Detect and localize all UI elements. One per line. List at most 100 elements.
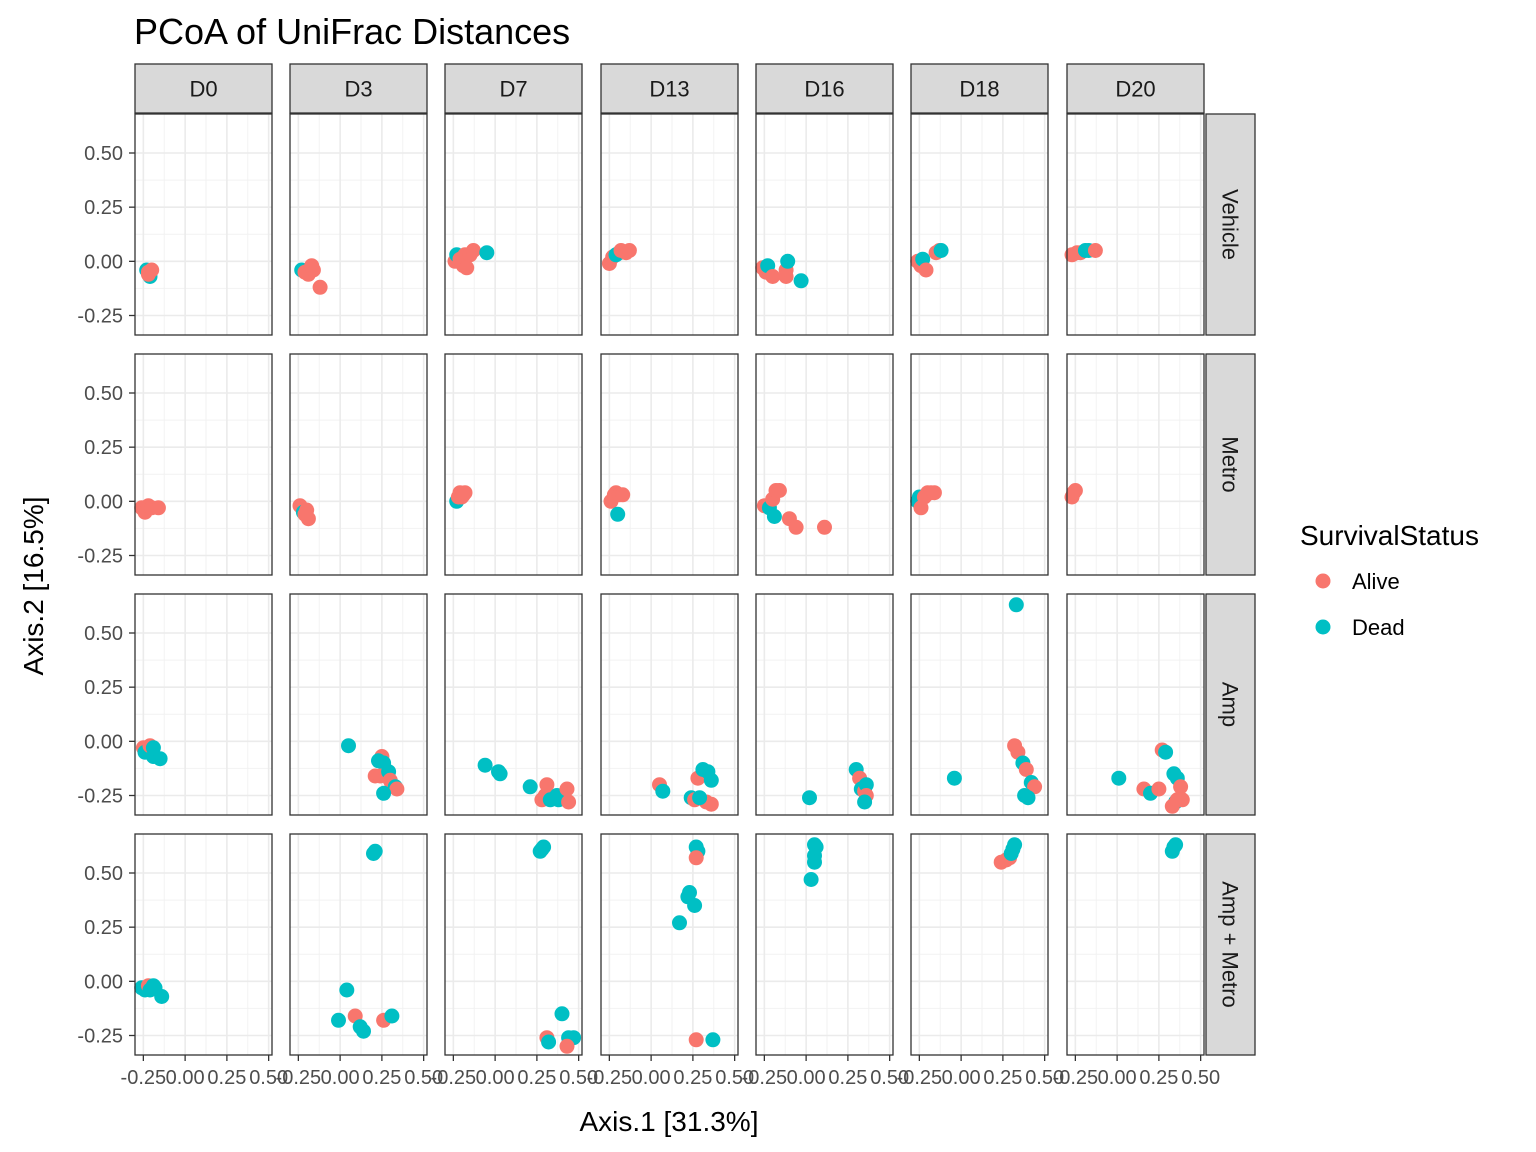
panel-border — [910, 113, 1049, 336]
x-tick-label: 0.00 — [321, 1067, 360, 1089]
facet-panel-vehicle-d0 — [134, 113, 273, 336]
data-point-alive — [688, 1032, 704, 1048]
data-point-alive — [559, 781, 575, 797]
data-point-alive — [457, 485, 473, 501]
data-point-dead — [766, 509, 782, 524]
data-point-alive — [1151, 781, 1167, 797]
facet-panel-amp-metro-d20 — [1066, 833, 1205, 1056]
panel-background — [601, 834, 738, 1055]
data-point-dead — [477, 757, 493, 773]
panel-border — [1066, 593, 1205, 816]
y-tick-label: 0.50 — [84, 383, 123, 405]
panel-background — [1067, 354, 1204, 575]
data-point-dead — [367, 843, 383, 859]
data-point-dead — [703, 772, 719, 788]
x-axis-title: Axis.1 [31.3%] — [580, 1106, 759, 1137]
y-tick-label: -0.25 — [77, 1026, 123, 1048]
data-point-dead — [933, 243, 949, 258]
panel-border — [910, 353, 1049, 576]
x-tick-label: 0.00 — [476, 1067, 515, 1089]
facet-panel-amp-d20 — [1066, 593, 1205, 816]
facet-panel-amp-metro-d18 — [910, 833, 1049, 1056]
data-point-dead — [554, 1006, 570, 1022]
data-point-dead — [492, 766, 508, 782]
panel-border — [755, 593, 894, 816]
chart-title: PCoA of UniFrac Distances — [134, 11, 570, 52]
data-point-dead — [339, 982, 355, 998]
column-strip — [289, 63, 428, 114]
row-strip — [1205, 593, 1256, 816]
panel-border — [755, 113, 894, 336]
panel-background — [290, 594, 427, 815]
panel-border — [755, 353, 894, 576]
x-tick-label: -0.25 — [587, 1067, 633, 1089]
facet-panel-metro-d16 — [755, 353, 894, 576]
panel-border — [444, 833, 583, 1056]
data-point-alive — [771, 483, 787, 498]
facet-panel-amp-d7 — [444, 593, 583, 816]
panel-border — [600, 593, 739, 816]
data-point-alive — [1173, 779, 1189, 795]
facet-panel-metro-d3 — [289, 353, 428, 576]
facet-panel-vehicle-d16 — [755, 113, 894, 336]
x-tick-label: 0.25 — [828, 1067, 867, 1089]
panel-background — [135, 354, 272, 575]
panel-background — [756, 114, 893, 335]
x-tick-label: 0.50 — [1181, 1067, 1220, 1089]
data-point-alive — [918, 262, 934, 278]
panel-border — [444, 113, 583, 336]
row-strip-label: Vehicle — [1218, 189, 1243, 260]
data-point-dead — [1111, 770, 1127, 786]
data-point-dead — [672, 915, 687, 931]
facet-panel-amp-d16 — [755, 593, 894, 816]
x-tick-label: -0.25 — [742, 1067, 788, 1089]
x-tick-label: 0.25 — [983, 1067, 1022, 1089]
facet-panel-amp-metro-d0 — [134, 833, 273, 1056]
data-point-alive — [688, 850, 704, 866]
panel-border — [910, 593, 1049, 816]
column-strip — [444, 63, 583, 114]
facet-panel-vehicle-d3 — [289, 113, 428, 336]
y-tick-label: -0.25 — [77, 306, 123, 328]
x-tick-label: 0.50 — [559, 1067, 598, 1089]
facet-panel-metro-d13 — [600, 353, 739, 576]
panel-background — [290, 354, 427, 575]
panel-background — [756, 594, 893, 815]
panel-border — [289, 353, 428, 576]
y-axis-title: Axis.2 [16.5%] — [18, 497, 49, 676]
data-point-dead — [341, 738, 356, 754]
panel-border — [1066, 113, 1205, 336]
x-tick-label: 0.25 — [1139, 1067, 1178, 1089]
data-point-dead — [655, 783, 671, 799]
facet-panel-amp-metro-d16 — [755, 833, 894, 1056]
legend-key-dead — [1315, 619, 1331, 635]
data-point-dead — [610, 506, 626, 522]
data-point-alive — [305, 262, 321, 278]
x-tick-label: 0.50 — [1025, 1067, 1064, 1089]
data-point-dead — [1008, 597, 1024, 613]
data-point-alive — [703, 796, 719, 812]
x-tick-label: -0.25 — [121, 1067, 167, 1089]
row-strip-label: Metro — [1218, 436, 1243, 492]
data-point-alive — [621, 243, 637, 258]
data-point-alive — [788, 519, 804, 535]
panel-background — [1067, 114, 1204, 335]
panel-border — [444, 353, 583, 576]
x-tick-label: 0.00 — [166, 1067, 205, 1089]
data-point-dead — [522, 779, 538, 795]
x-tick-label: 0.50 — [249, 1067, 288, 1089]
y-tick-label: 0.00 — [84, 731, 123, 753]
facet-panel-amp-d18 — [910, 593, 1049, 816]
x-tick-label: 0.50 — [715, 1067, 754, 1089]
data-point-alive — [765, 269, 781, 284]
data-point-dead — [371, 753, 386, 769]
data-point-dead — [1020, 790, 1036, 806]
facet-panel-amp-d13 — [600, 593, 739, 816]
panel-background — [445, 834, 582, 1055]
y-tick-label: 0.25 — [84, 437, 123, 459]
column-strip — [600, 63, 739, 114]
data-point-dead — [152, 751, 168, 767]
data-point-alive — [615, 487, 631, 503]
data-point-dead — [793, 273, 809, 289]
panel-border — [289, 113, 428, 336]
